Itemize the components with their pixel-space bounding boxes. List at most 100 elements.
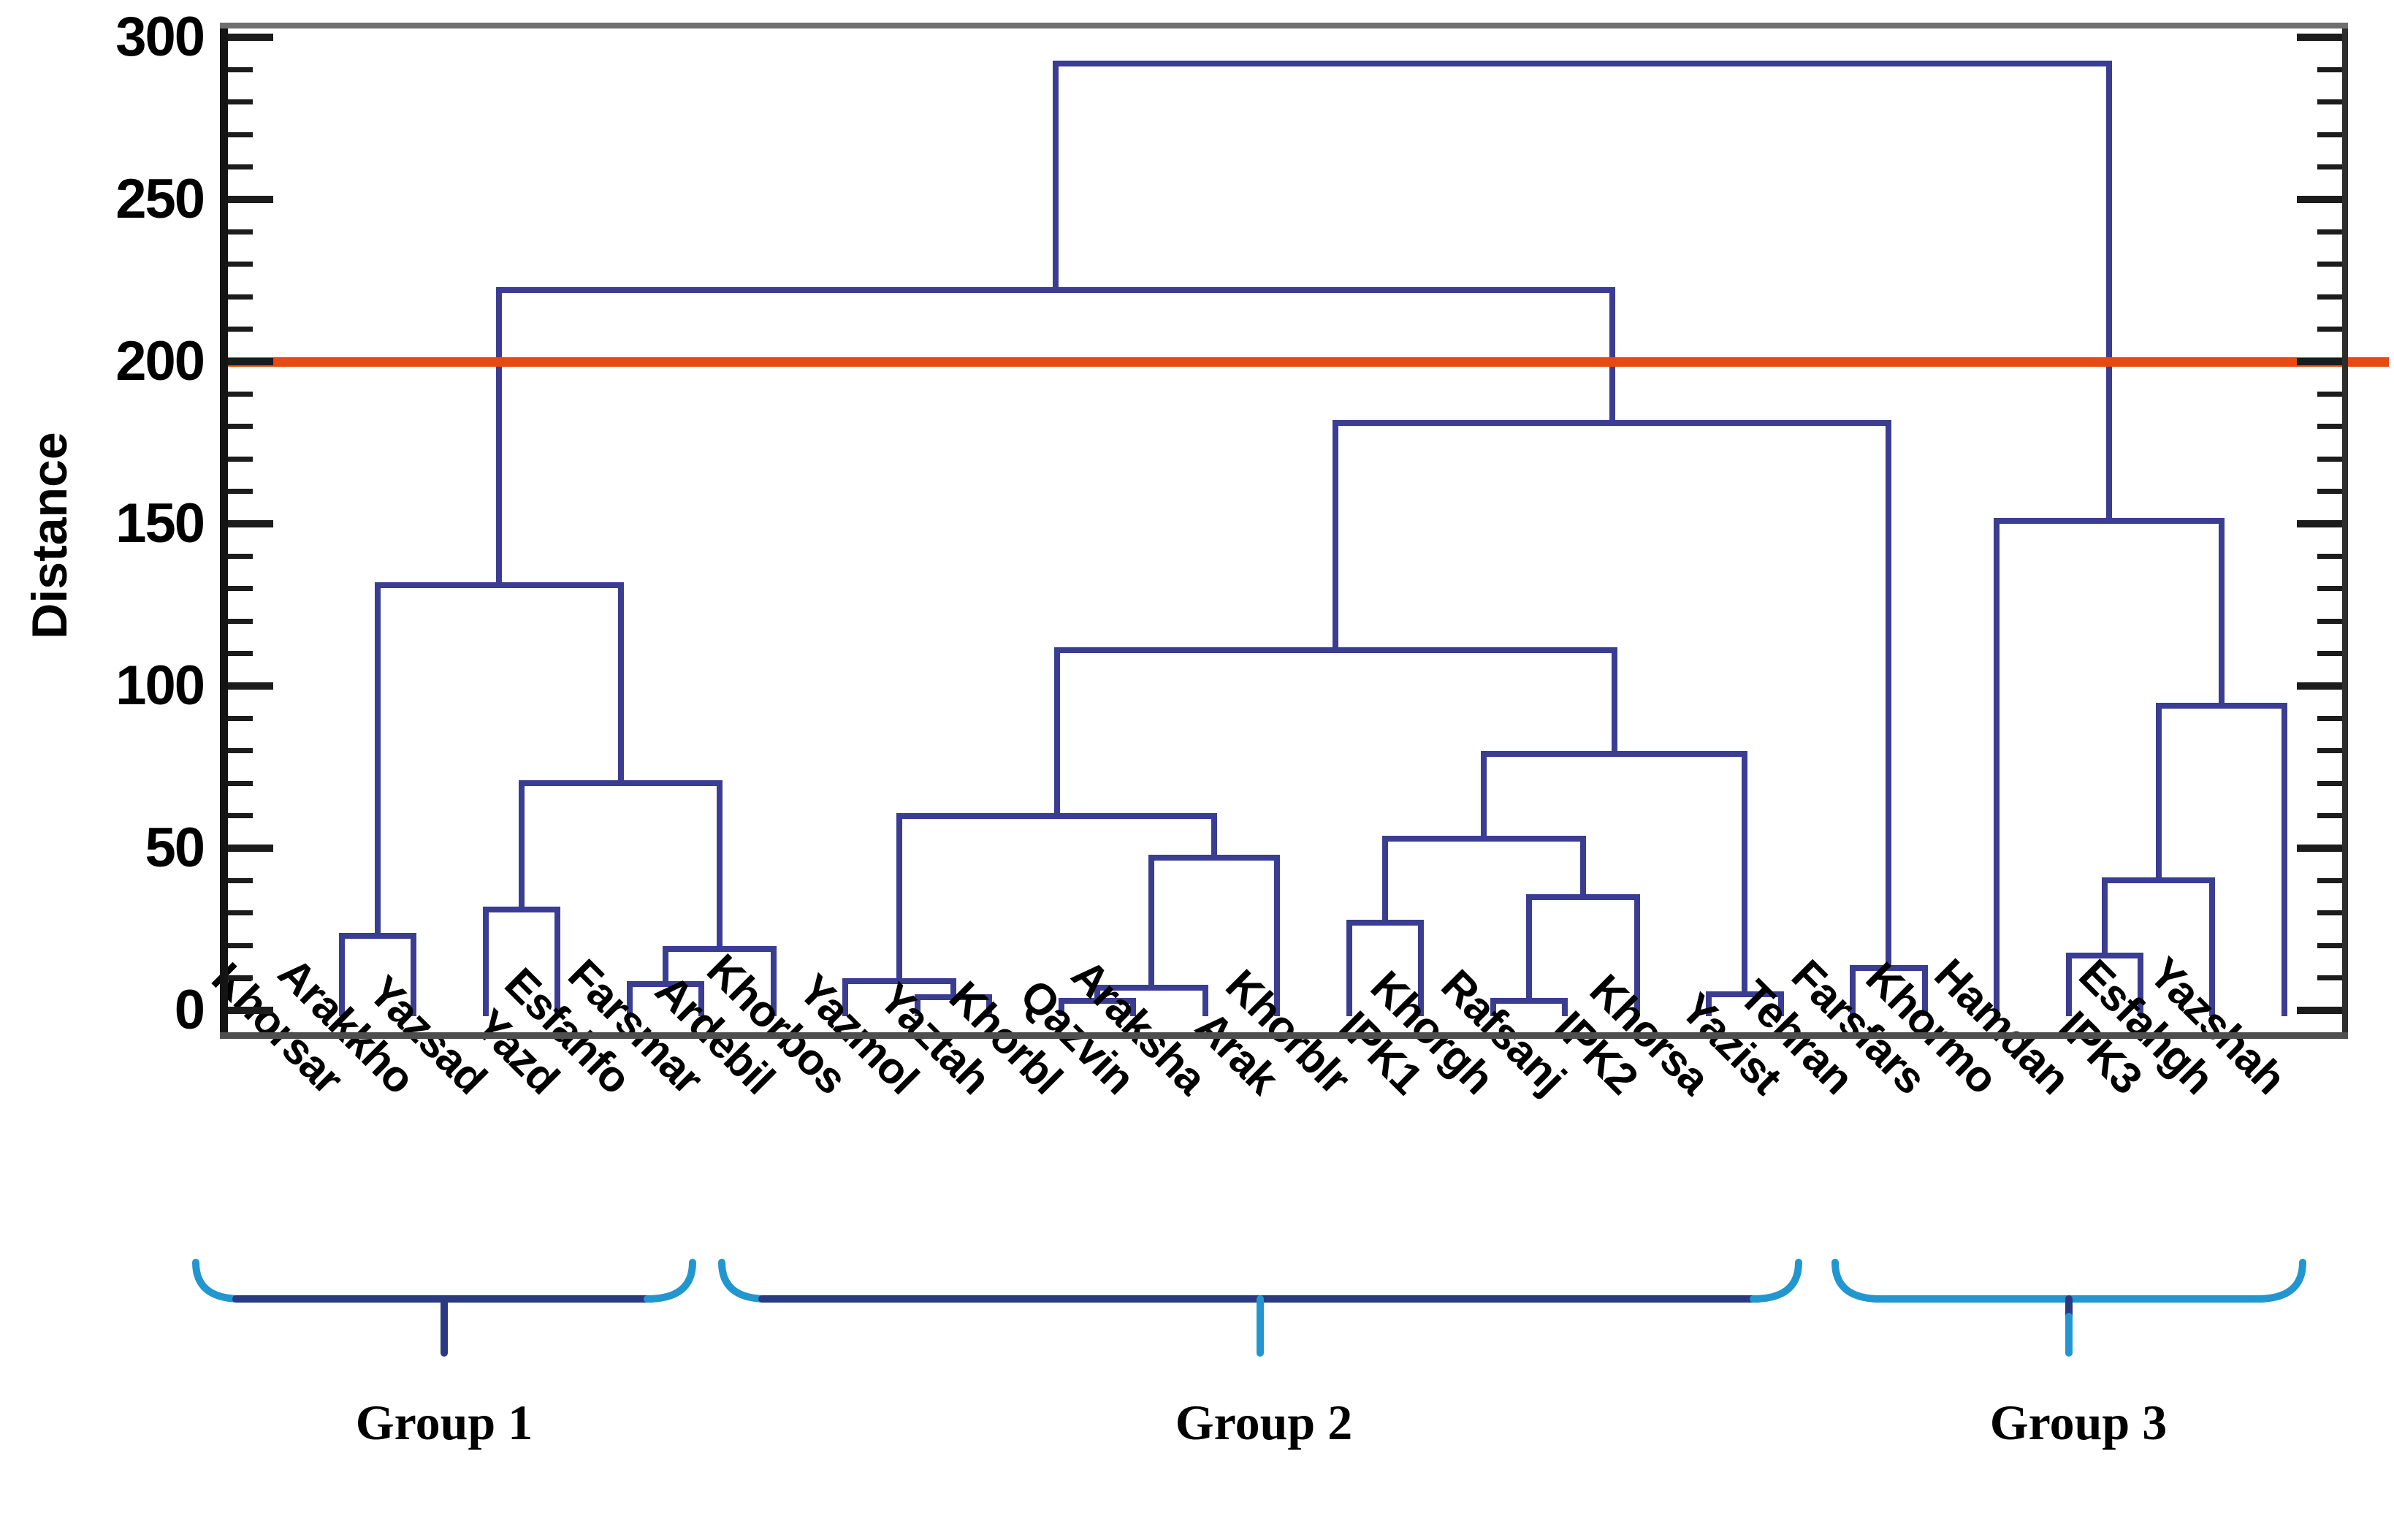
- y-tick-right: [2297, 358, 2342, 365]
- dendrogram-segment: [842, 978, 849, 1016]
- y-tick-right: [2317, 618, 2342, 624]
- dendrogram-segment: [1490, 997, 1496, 1016]
- dendrogram-segment: [1706, 991, 1712, 1016]
- dendrogram-segment: [1333, 420, 1339, 654]
- y-tick-right: [2317, 553, 2342, 559]
- y-tick-right: [2317, 294, 2342, 300]
- y-tick-right: [2317, 66, 2342, 72]
- y-tick-right: [2317, 131, 2342, 137]
- dendrogram-segment: [770, 945, 777, 1016]
- y-tick-right: [2317, 748, 2342, 754]
- y-tick-left: [228, 715, 253, 721]
- dendrogram-segment: [1634, 893, 1640, 1016]
- y-tick-left: [228, 813, 253, 819]
- plot-border-top: [220, 23, 2348, 28]
- brace-right-hook: [1750, 1259, 1802, 1303]
- y-tick-label: 250: [115, 168, 205, 230]
- y-tick-left: [228, 845, 273, 852]
- dendrogram-segment: [2209, 877, 2216, 1016]
- dendrogram-segment: [2218, 517, 2225, 709]
- dendrogram-segment: [717, 780, 723, 952]
- y-tick-label: 200: [115, 330, 205, 392]
- y-tick-right: [2317, 877, 2342, 883]
- dendrogram-segment: [1274, 855, 1281, 1016]
- dendrogram-segment: [1346, 920, 1352, 1016]
- dendrogram-segment: [1148, 855, 1154, 991]
- dendrogram-segment: [411, 932, 417, 1016]
- dendrogram-segment: [698, 981, 705, 1016]
- y-tick-left: [228, 1007, 273, 1014]
- dendrogram-segment: [1094, 984, 1101, 1004]
- dendrogram-segment: [519, 780, 525, 913]
- y-tick-left: [228, 229, 253, 235]
- y-tick-left: [228, 520, 273, 527]
- dendrogram-segment: [1418, 920, 1425, 1016]
- dendrogram-segment: [626, 981, 633, 1016]
- dendrogram-segment: [1850, 965, 1856, 1016]
- dendrogram-segment: [1202, 984, 1208, 1016]
- y-tick-left: [228, 456, 253, 462]
- y-tick-left: [228, 99, 253, 105]
- y-tick-right: [2317, 327, 2342, 332]
- plot-border-right: [2342, 28, 2348, 1039]
- y-tick-right: [2317, 229, 2342, 235]
- y-tick-right: [2297, 682, 2342, 690]
- dendrogram-segment: [950, 978, 957, 1001]
- y-tick-right: [2317, 391, 2342, 397]
- y-tick-left: [228, 358, 273, 365]
- dendrogram-segment: [1381, 835, 1388, 926]
- y-tick-left: [228, 34, 273, 41]
- dendrogram-segment: [2138, 952, 2143, 1016]
- y-tick-right: [2317, 910, 2342, 916]
- y-tick-label: 0: [174, 979, 205, 1041]
- cut-line: [228, 357, 2389, 367]
- y-tick-left: [228, 196, 273, 203]
- dendrogram-segment: [1053, 647, 1060, 819]
- brace-right-hook: [644, 1259, 696, 1303]
- y-tick-right: [2317, 99, 2342, 105]
- y-tick-right: [2297, 34, 2342, 41]
- y-tick-right: [2317, 715, 2342, 721]
- y-tick-right: [2297, 520, 2342, 527]
- brace-left-hook: [1831, 1259, 1884, 1303]
- dendrogram-segment: [1611, 647, 1617, 758]
- dendrogram-segment: [375, 582, 381, 939]
- dendrogram-segment: [482, 907, 489, 1016]
- dendrogram-segment: [914, 994, 920, 1016]
- y-tick-right: [2317, 262, 2342, 267]
- dendrogram-segment: [1211, 812, 1218, 861]
- dendrogram-segment: [986, 994, 993, 1016]
- dendrogram-segment: [1579, 835, 1586, 900]
- y-tick-left: [228, 780, 253, 786]
- y-tick-left: [228, 327, 253, 332]
- y-tick-right: [2317, 456, 2342, 462]
- x-axis-line: [220, 1032, 2348, 1039]
- y-tick-right: [2317, 424, 2342, 430]
- dendrogram-segment: [2101, 877, 2108, 958]
- y-tick-right: [2317, 780, 2342, 786]
- dendrogram-segment: [1058, 997, 1064, 1016]
- y-tick-left: [228, 424, 253, 430]
- dendrogram-segment: [1742, 751, 1748, 997]
- dendrogram-segment: [496, 287, 503, 589]
- group-1-label: Group 1: [355, 1395, 533, 1450]
- y-tick-right: [2297, 196, 2342, 203]
- dendrogram-segment: [1609, 287, 1615, 427]
- dendrogram-segment: [1562, 997, 1568, 1016]
- y-tick-left: [228, 66, 253, 72]
- y-tick-right: [2317, 164, 2342, 170]
- dendrogram-segment: [617, 582, 624, 787]
- y-axis-line: [220, 28, 228, 1039]
- y-tick-left: [228, 553, 253, 559]
- y-tick-right: [2317, 489, 2342, 495]
- y-tick-right: [2317, 586, 2342, 592]
- dendrogram-segment: [1886, 420, 1892, 972]
- dendrogram-segment: [896, 812, 903, 985]
- dendrogram-segment: [1994, 517, 2000, 1016]
- dendrogram-segment: [1053, 60, 2112, 66]
- dendrogram-segment: [1130, 997, 1137, 1016]
- brace-left-hook: [192, 1259, 245, 1303]
- y-tick-label: 100: [115, 655, 205, 717]
